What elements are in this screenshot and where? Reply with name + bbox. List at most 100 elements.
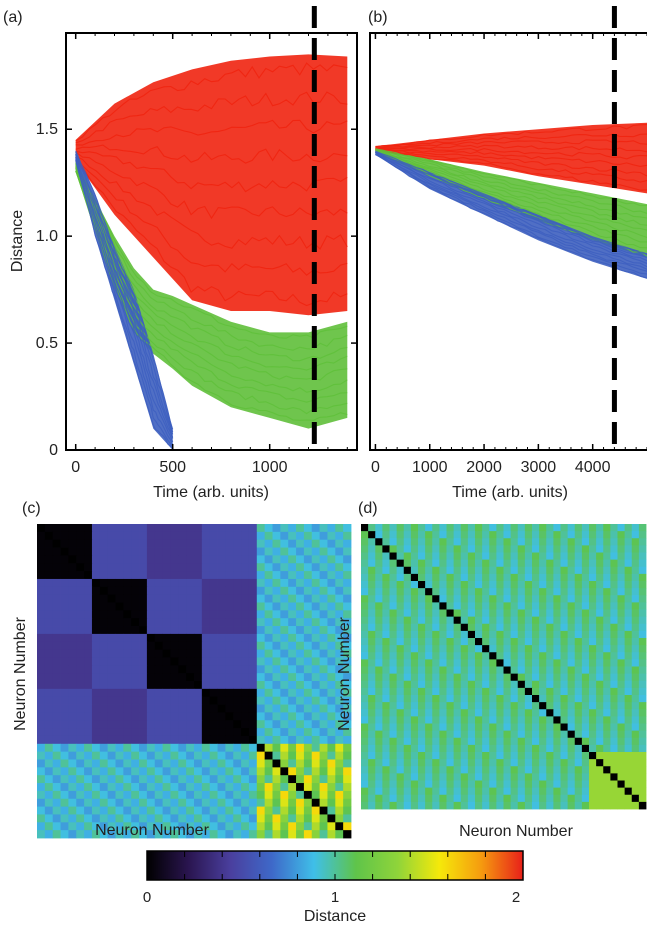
panel-d-cell [418, 801, 426, 810]
panel-d-cell [617, 666, 626, 675]
panel-c-cell [280, 743, 289, 753]
panel-d-cell [553, 638, 561, 646]
panel-d-cell [482, 780, 490, 789]
panel-c-cell [201, 743, 211, 753]
panel-d-cell [596, 609, 604, 618]
panel-c-cell [327, 696, 336, 705]
panel-d-cell [631, 709, 640, 717]
panel-c-cell [60, 822, 69, 831]
panel-c-cell [115, 790, 124, 800]
panel-c-cell [99, 602, 109, 611]
panel-d-cell [589, 687, 597, 696]
panel-c-cell [319, 696, 328, 705]
panel-d-cell [560, 566, 569, 575]
panel-d-cell [510, 730, 519, 739]
panel-d-cell [389, 531, 398, 539]
panel-d-cell [603, 595, 611, 603]
panel-d-cell [446, 780, 455, 789]
panel-d-cell [425, 573, 433, 582]
panel-c-cell [99, 806, 109, 815]
panel-c-cell [241, 830, 250, 839]
panel-c-cell [264, 790, 273, 800]
panel-c-cell [178, 594, 187, 603]
panel-d-cell [410, 794, 419, 803]
panel-c-cell [139, 712, 148, 721]
panel-c-cell [296, 547, 305, 556]
panel-d-cell [638, 524, 647, 532]
panel-d-cell [503, 538, 512, 546]
panel-c-cell [194, 641, 203, 650]
panel-d-cell [567, 752, 576, 760]
panel-c-cell [37, 571, 46, 580]
panel-c-cell [139, 696, 148, 705]
panel-c-cell [335, 720, 344, 729]
panel-c-cell [76, 665, 85, 674]
panel-d-cell [567, 780, 576, 789]
panel-d-cell [532, 716, 540, 724]
panel-d-cell [389, 630, 398, 639]
panel-c-cell [76, 547, 85, 556]
panel-d-cell [496, 687, 504, 696]
panel-d-cell [546, 680, 554, 689]
panel-d-cell [603, 680, 611, 689]
panel-d-cell [368, 623, 376, 632]
panel-d-cell [396, 581, 405, 589]
panel-c-cell [241, 688, 250, 698]
panel-c-cell [139, 594, 148, 603]
panel-d-cell [589, 744, 597, 753]
panel-c-cell [186, 783, 195, 792]
panel-d-cell [446, 630, 455, 639]
panel-c-cell [44, 539, 54, 548]
panel-d-cell [410, 752, 419, 760]
panel-d-cell [589, 545, 597, 553]
panel-d-cell [361, 752, 369, 760]
panel-c-cell [170, 751, 179, 760]
panel-c-cell [311, 586, 320, 596]
panel-d-cell [510, 623, 519, 632]
panel-d-cell [596, 723, 604, 732]
panel-c-cell [162, 602, 171, 611]
panel-d-cell [439, 531, 447, 539]
panel-d-cell [396, 695, 405, 703]
panel-c-cell [303, 735, 313, 745]
panel-d-cell [510, 524, 519, 532]
panel-d-cell [496, 773, 504, 781]
panel-c-cell [162, 751, 171, 760]
panel-d-cell [361, 780, 369, 789]
panel-c-cell [68, 610, 77, 619]
panel-d-cell [389, 723, 398, 732]
panel-d-cell [403, 794, 412, 803]
panel-c-cell [170, 531, 179, 541]
panel-c-cell [288, 798, 297, 807]
panel-d-cell [624, 752, 633, 760]
panel-b-xtick-label-2: 2000 [466, 459, 502, 476]
panel-c-cell [44, 767, 54, 776]
panel-d-cell [496, 759, 504, 767]
panel-d-cell [510, 609, 519, 618]
panel-c-cell [209, 626, 218, 635]
panel-d-cell [517, 595, 526, 603]
panel-d-cell [524, 566, 533, 575]
panel-d-cell [517, 531, 526, 539]
panel-c-cell [91, 665, 101, 674]
panel-d-cell [546, 801, 554, 810]
panel-c-cell [288, 728, 297, 737]
panel-c-cell [272, 790, 281, 800]
panel-c-cell [303, 696, 313, 705]
panel-d-cell [539, 744, 547, 753]
panel-d-cell [425, 630, 433, 639]
panel-c-cell [241, 633, 250, 643]
panel-d-cell [546, 695, 554, 703]
panel-d-cell [382, 787, 390, 796]
panel-a-ylabel: Distance [9, 210, 26, 272]
panel-c-cell [256, 720, 266, 729]
panel-d-cell [503, 616, 512, 625]
panel-c-cell [44, 673, 54, 682]
panel-d-cell [574, 638, 583, 646]
panel-c-cell [209, 751, 218, 760]
panel-d-cell [503, 766, 512, 774]
panel-d-cell [396, 766, 405, 774]
panel-c-cell [256, 712, 266, 721]
panel-d-cell [467, 652, 476, 660]
panel-c-cell [131, 822, 140, 831]
